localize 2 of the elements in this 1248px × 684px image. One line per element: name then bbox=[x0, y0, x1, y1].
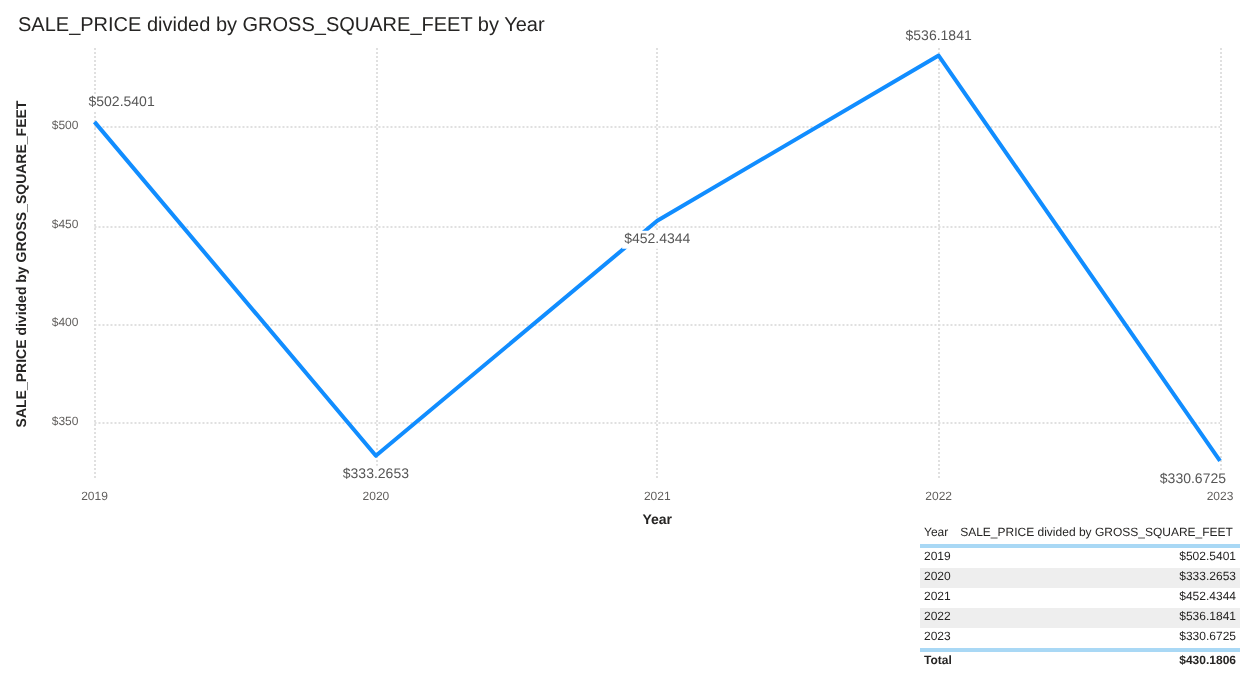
chart-title: SALE_PRICE divided by GROSS_SQUARE_FEET by Year bbox=[18, 15, 546, 37]
line-series bbox=[92, 53, 1222, 463]
